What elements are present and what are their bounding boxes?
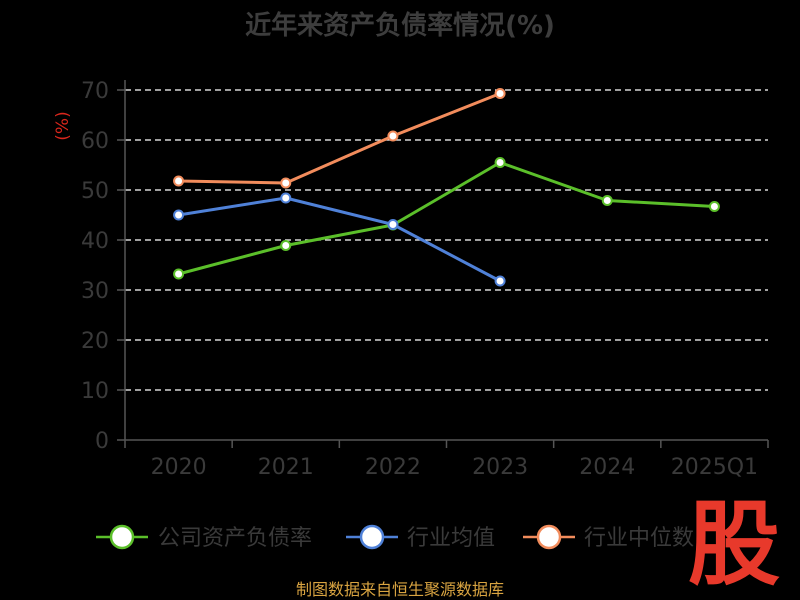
x-tick-label-2024: 2024 <box>579 455 635 480</box>
legend-label-0: 公司资产负债率 <box>158 526 312 551</box>
data-point-2-0 <box>173 175 185 187</box>
series-line-1 <box>178 196 501 283</box>
data-point-1-1 <box>280 192 292 204</box>
legend-label-2: 行业中位数 <box>584 526 694 551</box>
axes: 0 10 20 30 40 50 60 70 2020 2021 2022 2023 2024 2025Q… <box>81 79 769 480</box>
series-line-0 <box>178 161 715 276</box>
watermark-logo: 股 <box>688 491 780 598</box>
legend-marker-1 <box>359 524 385 550</box>
x-tick-label-2022: 2022 <box>365 455 421 480</box>
data-point-0-3 <box>494 157 506 168</box>
legend-marker-0 <box>109 524 135 550</box>
data-point-0-5 <box>708 201 720 212</box>
grid-lines <box>125 89 768 391</box>
y-tick-label-30: 30 <box>81 279 109 304</box>
data-point-1-0 <box>173 209 185 221</box>
y-tick-label-40: 40 <box>81 229 109 254</box>
y-axis-label: (%) <box>53 111 73 140</box>
data-point-2-1 <box>280 177 292 189</box>
legend-marker-2 <box>536 524 562 550</box>
data-source: 制图数据来自恒生聚源数据库 <box>296 580 504 599</box>
data-point-2-2 <box>387 130 399 142</box>
series-line-2 <box>178 92 501 185</box>
legend-label-1: 行业均值 <box>407 526 495 551</box>
x-tick-label-2021: 2021 <box>258 455 314 480</box>
legend: 公司资产负债率 行业均值 行业中位数 <box>96 524 694 551</box>
chart-title: 近年来资产负债率情况(%) <box>245 10 555 41</box>
data-point-2-3 <box>494 88 506 99</box>
data-point-1-3 <box>494 275 506 287</box>
x-tick-label-2023: 2023 <box>472 455 528 480</box>
x-tick-label-2025Q1: 2025Q1 <box>671 455 758 480</box>
y-tick-label-20: 20 <box>81 329 109 354</box>
y-tick-label-50: 50 <box>81 179 109 204</box>
data-point-0-0 <box>173 268 185 280</box>
data-point-1-2 <box>387 219 399 230</box>
y-tick-label-60: 60 <box>81 129 109 154</box>
data-point-0-4 <box>601 195 613 206</box>
data-point-0-1 <box>280 240 292 251</box>
y-tick-label-70: 70 <box>81 79 109 104</box>
x-tick-label-2020: 2020 <box>151 455 207 480</box>
y-tick-label-0: 0 <box>95 429 109 454</box>
y-tick-label-10: 10 <box>81 379 109 404</box>
series-layer <box>173 88 720 287</box>
